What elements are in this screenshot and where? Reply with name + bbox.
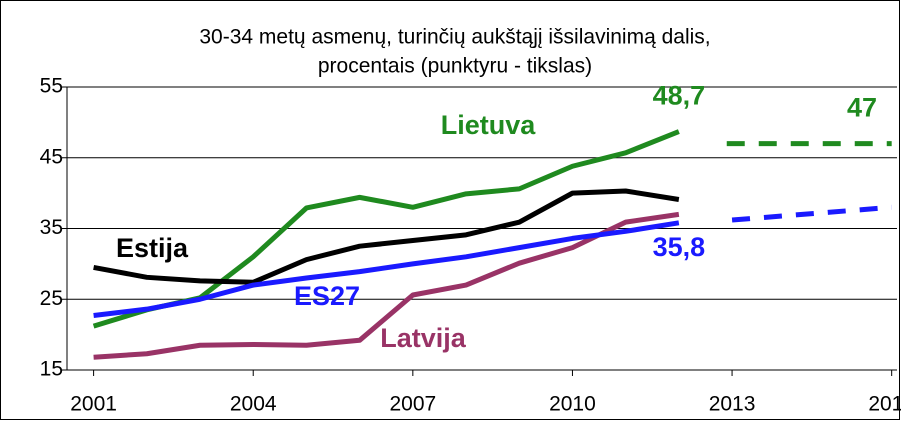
x-tick-label: 2001 <box>70 393 117 416</box>
x-tick-label: 2004 <box>230 393 277 416</box>
value-label: 47 <box>847 93 877 123</box>
target-line <box>731 204 892 223</box>
x-tick-label: 2013 <box>709 393 756 416</box>
series-line <box>93 188 680 285</box>
series-line <box>93 220 680 319</box>
chart-title: procentais (punktyru - tikslas) <box>318 55 592 78</box>
y-tick-label: 35 <box>40 216 63 239</box>
y-tick-label: 45 <box>40 145 63 168</box>
chart-title: 30-34 metų asmenų, turinčių aukštąjį išs… <box>199 26 710 49</box>
value-label: 48,7 <box>653 81 706 111</box>
x-tick-label: 2010 <box>549 393 596 416</box>
series-label: Estija <box>116 233 189 263</box>
y-tick-label: 55 <box>40 75 63 98</box>
y-tick-label: 15 <box>40 358 63 381</box>
series-label: Lietuva <box>441 110 537 140</box>
series-label: Latvija <box>380 323 467 353</box>
series-label: ES27 <box>294 281 360 311</box>
x-tick-label: 2007 <box>389 393 436 416</box>
series-line <box>93 211 680 360</box>
x-tick-label: 2016 <box>868 393 901 416</box>
value-label: 35,8 <box>653 232 706 262</box>
y-tick-label: 25 <box>40 287 63 310</box>
